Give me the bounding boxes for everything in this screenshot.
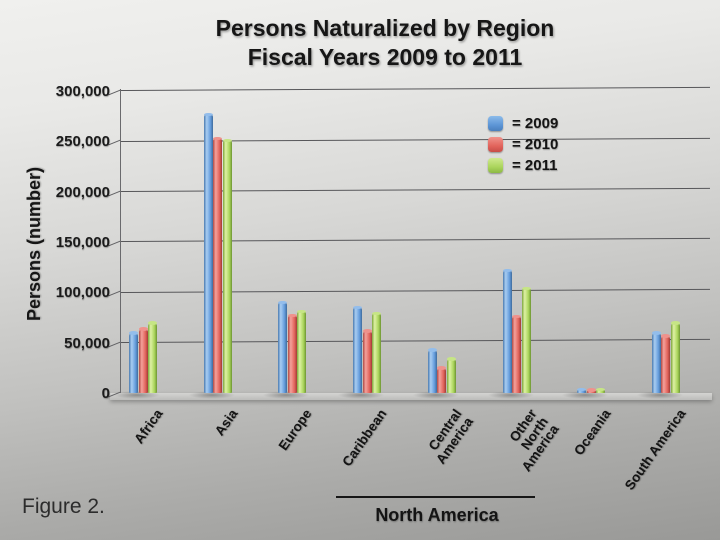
y-axis-tickmark: [108, 341, 121, 348]
bar-shadow-oceania: [561, 391, 610, 399]
y-tick-label: 200,000: [55, 183, 110, 201]
y-tick-label: 150,000: [55, 234, 110, 251]
chart-floor: [110, 393, 712, 400]
y-axis-tickmark: [108, 190, 121, 197]
y-axis-line: [120, 89, 122, 393]
bar-top-cap: [651, 331, 661, 335]
legend-label-2010: = 2010: [512, 135, 559, 153]
bar-top-cap: [586, 388, 596, 392]
legend-swatch-2011: [488, 157, 503, 173]
bar-shadow-caribbean: [337, 391, 386, 399]
bar-top-cap: [661, 334, 671, 338]
bar-top-cap: [353, 305, 363, 310]
gridline: [119, 87, 710, 92]
bar-africa-2011: [148, 321, 157, 393]
bar-top-cap: [670, 321, 680, 325]
y-axis-tickmark: [108, 89, 121, 96]
y-tick-label: 300,000: [55, 83, 110, 101]
bar-europe-2010: [287, 313, 297, 393]
x-category-label-south-america: South America: [591, 406, 689, 538]
bar-top-cap: [213, 136, 223, 141]
bar-top-cap: [287, 313, 297, 318]
y-axis-tickmark: [108, 290, 121, 298]
y-axis-tickmark: [108, 139, 121, 147]
bar-oceania-2009: [577, 387, 587, 393]
bar-top-cap: [203, 112, 213, 117]
legend-item-2010: = 2010: [488, 135, 559, 153]
bar-europe-2009: [278, 300, 288, 393]
bar-shadow-europe: [262, 391, 311, 399]
bar-asia-2010: [213, 136, 223, 393]
bar-shadow-central-america: [411, 391, 460, 399]
bar-asia-2011: [222, 138, 232, 393]
bar-central-america-2009: [427, 348, 437, 393]
bar-shadow-south-america: [635, 391, 684, 399]
bar-top-cap: [512, 314, 521, 319]
bar-top-cap: [437, 366, 447, 370]
y-tick-label: 250,000: [55, 133, 110, 151]
bar-top-cap: [278, 300, 288, 305]
bar-south-america-2010: [661, 334, 671, 393]
bar-central-america-2011: [446, 357, 456, 393]
bar-top-cap: [129, 331, 138, 335]
bar-central-america-2010: [437, 366, 447, 393]
chart-title-line-1: Persons Naturalized by Region: [215, 15, 555, 41]
bar-top-cap: [148, 321, 157, 325]
bar-south-america-2011: [670, 321, 680, 393]
y-tick-label: 100,000: [55, 284, 110, 302]
bar-top-cap: [297, 309, 307, 314]
chart-title-line-2: Fiscal Years 2009 to 2011: [247, 44, 523, 70]
legend-item-2009: = 2009: [488, 114, 559, 132]
bar-top-cap: [362, 329, 372, 333]
bar-oceania-2011: [596, 387, 606, 393]
legend-item-2011: = 2011: [488, 156, 558, 174]
legend-swatch-2009: [488, 115, 503, 131]
bar-top-cap: [372, 311, 382, 316]
bar-shadow-other-north-america: [486, 391, 535, 399]
bar-top-cap: [446, 357, 456, 361]
bar-caribbean-2009: [353, 305, 363, 393]
bar-europe-2011: [297, 309, 307, 393]
bar-other-north-america-2011: [521, 286, 531, 393]
bar-other-north-america-2009: [502, 268, 512, 393]
north-america-group-label: North America: [375, 505, 499, 525]
bar-caribbean-2010: [362, 329, 372, 393]
x-category-label-line: South America: [621, 406, 689, 493]
legend-label-2011: = 2011: [512, 156, 558, 174]
legend-label-2009: = 2009: [512, 114, 559, 132]
y-tick-label: 50,000: [64, 334, 110, 352]
bar-top-cap: [577, 387, 587, 392]
bar-top-cap: [596, 387, 606, 392]
y-axis-tickmark: [108, 240, 121, 247]
bar-africa-2009: [129, 331, 138, 393]
bar-south-america-2009: [651, 331, 661, 393]
bar-asia-2009: [203, 112, 213, 393]
bar-top-cap: [138, 327, 148, 331]
legend: = 2009 = 2010 = 2011: [488, 115, 558, 178]
bar-top-cap: [521, 286, 531, 291]
legend-swatch-2010: [488, 136, 503, 152]
bar-top-cap: [222, 138, 232, 143]
bar-caribbean-2011: [372, 311, 382, 393]
chart-title: Persons Naturalized by Region Fiscal Yea…: [60, 14, 710, 72]
figure-caption: Figure 2.: [22, 495, 105, 518]
bar-top-cap: [502, 268, 512, 273]
y-tick-label: 0: [101, 385, 110, 402]
north-america-bracket-line: [336, 496, 535, 499]
bar-africa-2010: [138, 327, 148, 393]
bar-shadow-africa: [113, 391, 161, 399]
bar-shadow-asia: [187, 391, 236, 399]
bar-other-north-america-2010: [512, 314, 521, 393]
bar-oceania-2010: [586, 388, 596, 393]
bar-top-cap: [427, 348, 437, 352]
